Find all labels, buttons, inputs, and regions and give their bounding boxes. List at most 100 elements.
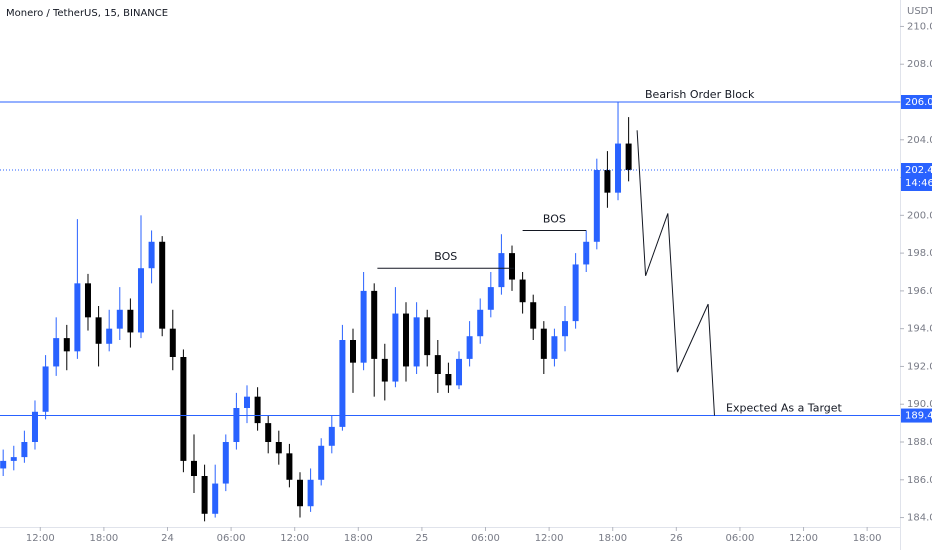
y-tick-label: 188.0 bbox=[907, 437, 932, 448]
x-tick-label: 12:00 bbox=[535, 533, 564, 544]
candle-body bbox=[583, 241, 590, 265]
candle-body bbox=[551, 336, 558, 359]
y-tick-label: 196.0 bbox=[907, 286, 932, 297]
candle-body bbox=[53, 338, 60, 367]
candle-body bbox=[201, 476, 208, 514]
y-tick-label: 200.0 bbox=[907, 210, 932, 221]
candle-body bbox=[509, 253, 516, 280]
candle-body bbox=[31, 411, 38, 442]
candle-body bbox=[519, 279, 526, 303]
price-tag-label: 202.4 bbox=[905, 165, 932, 176]
candle-body bbox=[593, 170, 600, 242]
y-tick-label: 192.0 bbox=[907, 361, 932, 372]
candle-body bbox=[350, 340, 357, 363]
y-tick-label: 184.0 bbox=[907, 513, 932, 524]
y-tick-label: 186.0 bbox=[907, 475, 932, 486]
candle-body bbox=[275, 442, 282, 454]
candle-body bbox=[572, 264, 579, 322]
candle-body bbox=[562, 321, 569, 337]
candle-body bbox=[625, 143, 632, 170]
price-tag bbox=[901, 408, 932, 423]
candle-body bbox=[222, 442, 229, 484]
price-tag bbox=[901, 163, 932, 191]
candle-body bbox=[530, 302, 537, 329]
candle-body bbox=[169, 328, 176, 357]
candle-body bbox=[148, 241, 155, 269]
x-tick-label: 06:00 bbox=[726, 533, 755, 544]
price-tag-label: 189.4 bbox=[905, 411, 932, 422]
x-tick-label: 25 bbox=[416, 533, 429, 544]
y-tick-label: 204.0 bbox=[907, 135, 932, 146]
x-tick-label: 24 bbox=[161, 533, 174, 544]
candle-body bbox=[371, 290, 378, 359]
y-tick-label: 190.0 bbox=[907, 399, 932, 410]
price-tag-label: 206.0 bbox=[905, 97, 932, 108]
candle-body bbox=[42, 366, 49, 412]
x-tick-label: 18:00 bbox=[344, 533, 373, 544]
x-tick-label: 06:00 bbox=[471, 533, 500, 544]
candle-body bbox=[180, 357, 187, 461]
candle-body bbox=[0, 460, 7, 469]
x-tick-label: 26 bbox=[670, 533, 683, 544]
y-tick-label: 208.0 bbox=[907, 59, 932, 70]
candle-body bbox=[498, 253, 505, 288]
y-axis-label: USDT bbox=[907, 6, 932, 17]
annotation: Bearish Order Block bbox=[645, 88, 755, 101]
candle-body bbox=[21, 442, 28, 458]
candle-body bbox=[540, 328, 547, 359]
candle-body bbox=[328, 426, 335, 446]
candle-body bbox=[243, 396, 250, 408]
bos-label: BOS bbox=[543, 212, 566, 225]
bos-label: BOS bbox=[434, 250, 457, 263]
candle-body bbox=[190, 460, 197, 476]
x-tick-label: 12:00 bbox=[280, 533, 309, 544]
candle-body bbox=[297, 479, 303, 507]
candle-body bbox=[116, 309, 123, 329]
x-tick-label: 18:00 bbox=[853, 533, 882, 544]
y-tick-label: 194.0 bbox=[907, 324, 932, 335]
candle-body bbox=[95, 317, 102, 344]
y-tick-label: 198.0 bbox=[907, 248, 932, 259]
x-tick-label: 12:00 bbox=[789, 533, 818, 544]
candle-body bbox=[445, 374, 452, 386]
candle-body bbox=[604, 170, 611, 193]
x-tick-label: 12:00 bbox=[26, 533, 55, 544]
candle-body bbox=[360, 290, 367, 363]
candle-body bbox=[212, 483, 219, 514]
price-tag bbox=[901, 95, 932, 109]
candle-body bbox=[74, 283, 81, 352]
candle-body bbox=[339, 340, 346, 427]
candle-body bbox=[477, 309, 484, 337]
candle-body bbox=[318, 445, 325, 480]
y-tick-label: 210.0 bbox=[907, 21, 932, 32]
chart-title: Monero / TetherUS, 15, BINANCE bbox=[6, 8, 168, 19]
candle-body bbox=[254, 396, 261, 424]
annotation: Expected As a Target bbox=[726, 402, 843, 415]
candle-body bbox=[137, 268, 144, 333]
candle-body bbox=[403, 313, 410, 367]
candle-body bbox=[286, 453, 293, 480]
x-tick-label: 18:00 bbox=[89, 533, 118, 544]
candle-body bbox=[392, 313, 399, 382]
candle-body bbox=[84, 283, 91, 318]
candle-body bbox=[466, 336, 473, 359]
candle-body bbox=[159, 241, 166, 329]
candle-body bbox=[233, 408, 240, 442]
candle-body bbox=[381, 358, 388, 382]
candle-body bbox=[265, 423, 272, 442]
candle-body bbox=[127, 309, 134, 333]
candle-body bbox=[434, 355, 441, 374]
candle-body bbox=[106, 328, 113, 344]
candle-body bbox=[487, 287, 494, 310]
x-tick-label: 18:00 bbox=[598, 533, 627, 544]
candle-body bbox=[615, 143, 622, 193]
candle-body bbox=[424, 317, 431, 356]
candle-body bbox=[10, 457, 17, 461]
countdown-label: 14:46 bbox=[905, 178, 932, 189]
candle-body bbox=[456, 358, 463, 386]
candle-body bbox=[413, 317, 420, 367]
projected-path bbox=[636, 130, 715, 416]
x-tick-label: 06:00 bbox=[217, 533, 246, 544]
